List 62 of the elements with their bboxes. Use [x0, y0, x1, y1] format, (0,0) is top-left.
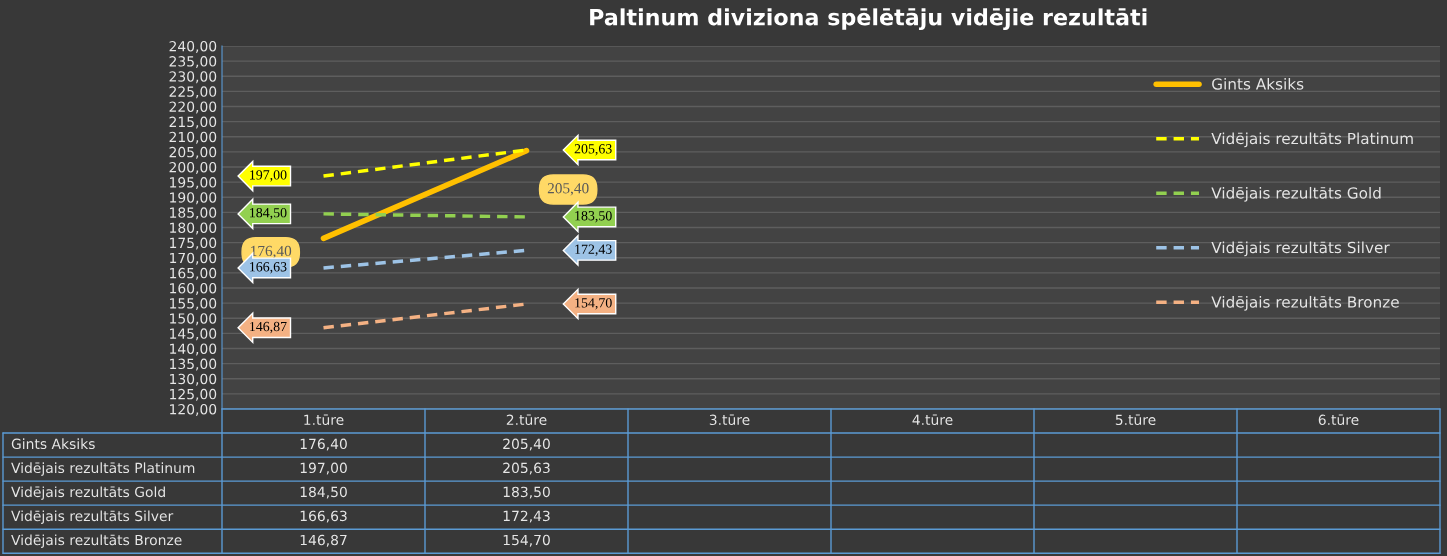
y-tick-label: 130,00: [170, 373, 217, 386]
y-tick-label: 235,00: [169, 56, 217, 69]
data-label: 183,50: [503, 486, 550, 499]
legend-label: Gints Aksiks: [1212, 77, 1304, 90]
text: 184,50: [250, 207, 287, 220]
data-label: 205,40: [503, 438, 550, 451]
y-tick-label: 145,00: [170, 328, 217, 341]
y-tick-label: 185,00: [170, 207, 217, 220]
y-tick-label: 135,00: [170, 358, 217, 371]
text: 154,70: [575, 298, 612, 310]
y-tick-label: 195,00: [170, 177, 217, 190]
data-label: 197,00: [300, 462, 347, 475]
y-tick-label: 180,00: [170, 222, 217, 235]
y-tick-label: 200,00: [169, 161, 217, 174]
text: 205,40: [547, 183, 589, 196]
data-label: 184,50: [300, 486, 347, 499]
y-tick-label: 220,00: [169, 101, 217, 114]
text: 176,40: [251, 245, 292, 259]
data-label: 172,43: [503, 510, 550, 523]
text: Gints Aksiks: [11, 438, 95, 450]
y-tick-label: 155,00: [170, 298, 217, 311]
y-tick-label: 140,00: [170, 343, 217, 356]
y-tick-label: 125,00: [170, 388, 217, 401]
text: 197,00: [250, 170, 287, 182]
y-tick-label: 215,00: [169, 116, 217, 129]
x-tick-label: 3.tūre: [709, 414, 750, 426]
y-tick-label: 190,00: [170, 192, 217, 205]
x-tick-label: 2.tūre: [506, 414, 547, 426]
x-tick-label: 1.tūre: [304, 414, 344, 426]
text: 205,63: [574, 144, 612, 156]
text: Vidējais rezultāts Gold: [11, 486, 165, 500]
data-label: 176,40: [300, 438, 347, 451]
data-label: 146,87: [300, 534, 347, 547]
legend-label: Vidējais rezultāts Silver: [1211, 241, 1390, 257]
y-tick-label: 120,00: [170, 403, 217, 416]
text: 146,87: [250, 321, 287, 334]
data-label: 205,63: [503, 462, 550, 475]
text: 166,63: [250, 262, 287, 274]
y-tick-label: 240,00: [169, 40, 217, 53]
y-tick-label: 165,00: [170, 267, 217, 280]
y-tick-label: 210,00: [169, 131, 217, 144]
y-tick-label: 170,00: [170, 252, 217, 265]
x-tick-label: 6.tūre: [1318, 414, 1359, 426]
text: Vidējais rezultāts Platinum: [11, 462, 195, 476]
text: 172,43: [575, 244, 612, 256]
legend-label: Vidējais rezultāts Bronze: [1211, 295, 1399, 311]
text: Vidējais rezultāts Silver: [11, 510, 174, 524]
x-tick-label: 5.tūre: [1115, 414, 1156, 426]
y-tick-label: 150,00: [170, 313, 217, 326]
y-tick-label: 230,00: [169, 71, 217, 84]
text: Vidējais rezultāts Bronze: [11, 534, 182, 548]
legend-label: Vidējais rezultāts Gold: [1211, 186, 1381, 202]
y-tick-label: 225,00: [169, 86, 217, 99]
text: 183,50: [575, 211, 612, 223]
y-tick-label: 175,00: [170, 237, 217, 250]
y-tick-label: 160,00: [170, 282, 217, 295]
legend-label: Vidējais rezultāts Platinum: [1211, 132, 1413, 148]
data-label: 166,63: [300, 510, 347, 523]
chart-title: Paltinum diviziona spēlētāju vidējie rezultāti: [590, 8, 1147, 31]
y-tick-label: 205,00: [169, 146, 217, 159]
x-tick-label: 4.tūre: [912, 414, 953, 426]
data-label: 154,70: [503, 534, 550, 547]
